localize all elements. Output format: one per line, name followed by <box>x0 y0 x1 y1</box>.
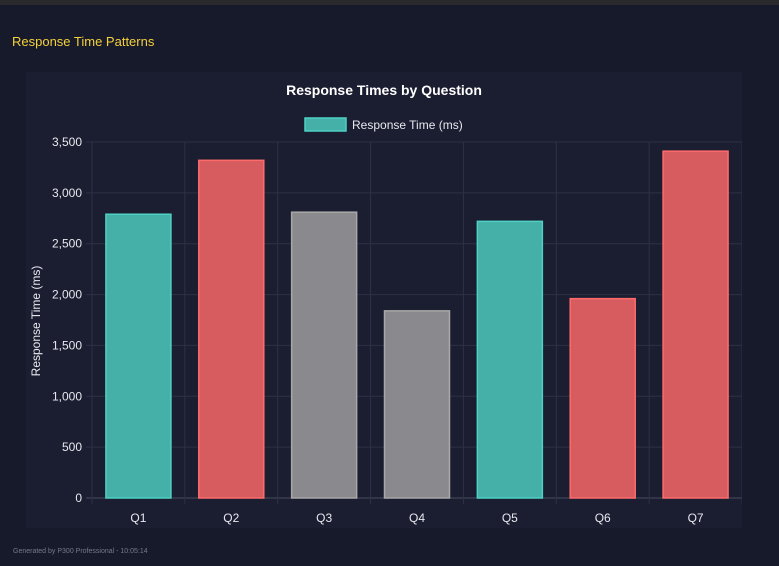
x-tick-label: Q4 <box>409 511 425 525</box>
y-tick-label: 0 <box>75 491 82 505</box>
y-tick-label: 2,000 <box>52 288 82 302</box>
bar-chart: Response Times by Question Response Time… <box>29 82 743 525</box>
bar-q1[interactable] <box>105 213 172 499</box>
y-tick-label: 1,000 <box>52 389 82 403</box>
legend-label[interactable]: Response Time (ms) <box>352 118 463 132</box>
y-tick-label: 1,500 <box>52 338 82 352</box>
x-tick-label: Q5 <box>502 511 518 525</box>
bar-q5[interactable] <box>476 220 544 499</box>
y-tick-label: 3,000 <box>52 186 82 200</box>
footer-text: Generated by P300 Professional - 10:05:1… <box>13 548 148 555</box>
bar-q6[interactable] <box>569 297 636 499</box>
bar-q4[interactable] <box>383 310 451 499</box>
y-tick-label: 3,500 <box>52 135 82 149</box>
legend-swatch <box>304 117 347 132</box>
y-axis-label: Response Time (ms) <box>29 266 43 377</box>
chart-panel: Response Times by Question Response Time… <box>26 72 743 528</box>
bar-q3[interactable] <box>290 211 358 499</box>
bar-q2[interactable] <box>198 159 265 499</box>
bar-q7[interactable] <box>662 150 729 499</box>
x-tick-label: Q1 <box>130 511 146 525</box>
x-tick-label: Q2 <box>223 511 239 525</box>
x-tick-label: Q7 <box>688 511 704 525</box>
x-tick-label: Q6 <box>595 511 611 525</box>
x-tick-label: Q3 <box>316 511 332 525</box>
y-tick-label: 500 <box>62 440 82 454</box>
top-bar <box>0 0 779 5</box>
y-tick-label: 2,500 <box>52 237 82 251</box>
section-title: Response Time Patterns <box>12 34 155 49</box>
chart-title: Response Times by Question <box>286 82 482 98</box>
